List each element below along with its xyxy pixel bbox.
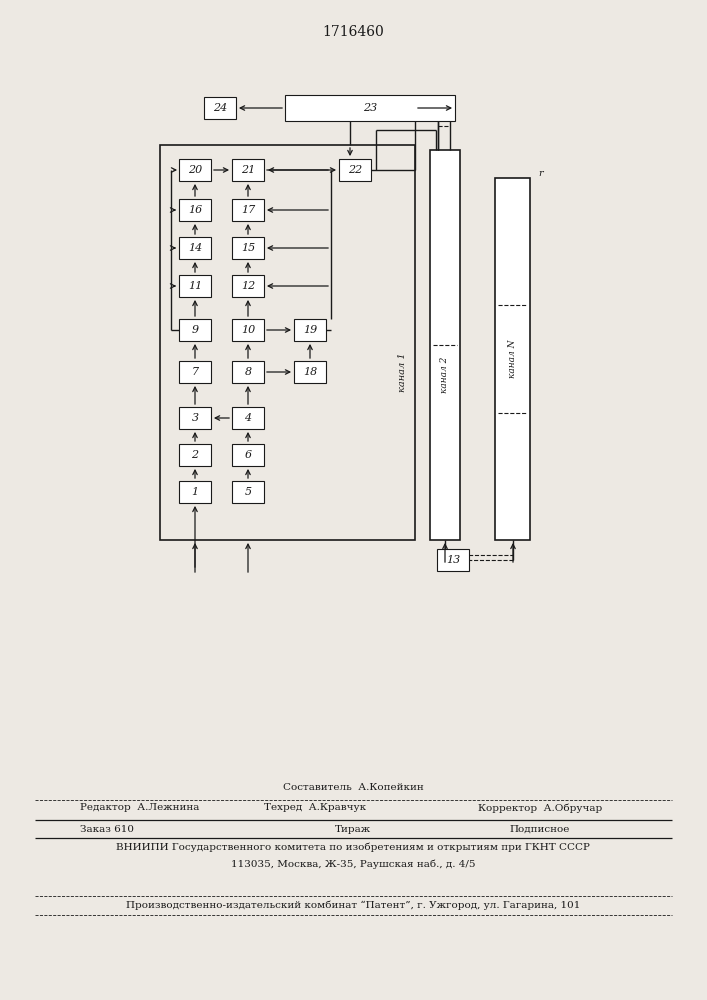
Text: Тираж: Тираж [335, 824, 371, 834]
Bar [285, 95, 455, 121]
Text: 13: 13 [446, 555, 460, 565]
Text: Производственно-издательский комбинат “Патент”, г. Ужгород, ул. Гагарина, 101: Производственно-издательский комбинат “П… [126, 900, 580, 910]
Bar [232, 407, 264, 429]
Text: 9: 9 [192, 325, 199, 335]
Text: Техред  А.Кравчук: Техред А.Кравчук [264, 804, 366, 812]
Bar [160, 145, 415, 540]
Text: 16: 16 [188, 205, 202, 215]
Bar [179, 361, 211, 383]
Text: 6: 6 [245, 450, 252, 460]
Text: Заказ 610: Заказ 610 [80, 824, 134, 834]
Bar [179, 275, 211, 297]
Bar [294, 361, 326, 383]
Bar [232, 237, 264, 259]
Text: канал N: канал N [508, 340, 517, 378]
Text: 10: 10 [241, 325, 255, 335]
Bar [232, 199, 264, 221]
Text: 11: 11 [188, 281, 202, 291]
Bar [430, 150, 460, 540]
Text: 20: 20 [188, 165, 202, 175]
Text: Подписное: Подписное [510, 824, 570, 834]
Bar [437, 549, 469, 571]
Bar [232, 481, 264, 503]
Bar [232, 361, 264, 383]
Text: 17: 17 [241, 205, 255, 215]
Bar [232, 159, 264, 181]
Text: 14: 14 [188, 243, 202, 253]
Text: ВНИИПИ Государственного комитета по изобретениям и открытиям при ГКНТ СССР: ВНИИПИ Государственного комитета по изоб… [116, 842, 590, 852]
Text: r: r [538, 168, 543, 178]
Text: 5: 5 [245, 487, 252, 497]
Text: 2: 2 [192, 450, 199, 460]
Text: канал 1: канал 1 [399, 353, 407, 392]
Text: 23: 23 [363, 103, 377, 113]
Text: 8: 8 [245, 367, 252, 377]
Text: 4: 4 [245, 413, 252, 423]
Bar [339, 159, 371, 181]
Text: 7: 7 [192, 367, 199, 377]
Bar [179, 444, 211, 466]
Text: 19: 19 [303, 325, 317, 335]
Text: 15: 15 [241, 243, 255, 253]
Text: 22: 22 [348, 165, 362, 175]
Bar [232, 275, 264, 297]
Bar [179, 481, 211, 503]
Text: Корректор  А.Обручар: Корректор А.Обручар [478, 803, 602, 813]
Bar [179, 199, 211, 221]
Bar [294, 319, 326, 341]
Bar [232, 444, 264, 466]
Text: Составитель  А.Копейкин: Составитель А.Копейкин [283, 784, 423, 792]
Text: 21: 21 [241, 165, 255, 175]
Text: 113035, Москва, Ж-35, Раушская наб., д. 4/5: 113035, Москва, Ж-35, Раушская наб., д. … [230, 859, 475, 869]
Bar [495, 178, 530, 540]
Text: 1: 1 [192, 487, 199, 497]
Bar [204, 97, 236, 119]
Text: 24: 24 [213, 103, 227, 113]
Text: 3: 3 [192, 413, 199, 423]
Bar [179, 237, 211, 259]
Bar [179, 319, 211, 341]
Bar [179, 159, 211, 181]
Bar [232, 319, 264, 341]
Text: канал 2: канал 2 [440, 357, 450, 393]
Text: 1716460: 1716460 [322, 25, 384, 39]
Text: 12: 12 [241, 281, 255, 291]
Text: 18: 18 [303, 367, 317, 377]
Bar [179, 407, 211, 429]
Text: Редактор  А.Лежнина: Редактор А.Лежнина [80, 804, 199, 812]
